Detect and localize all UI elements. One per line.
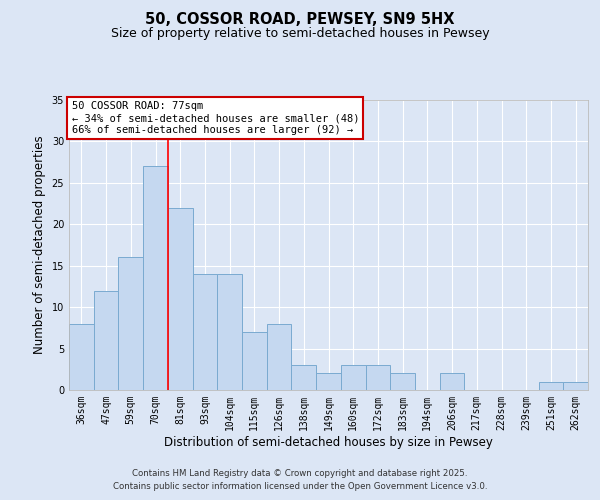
Bar	[193, 274, 217, 390]
Bar	[143, 166, 168, 390]
Bar	[316, 374, 341, 390]
Bar	[539, 382, 563, 390]
Bar	[365, 365, 390, 390]
Bar	[168, 208, 193, 390]
Bar	[118, 258, 143, 390]
Bar	[69, 324, 94, 390]
X-axis label: Distribution of semi-detached houses by size in Pewsey: Distribution of semi-detached houses by …	[164, 436, 493, 448]
Text: Size of property relative to semi-detached houses in Pewsey: Size of property relative to semi-detach…	[110, 28, 490, 40]
Bar	[390, 374, 415, 390]
Y-axis label: Number of semi-detached properties: Number of semi-detached properties	[33, 136, 46, 354]
Bar	[267, 324, 292, 390]
Bar	[563, 382, 588, 390]
Text: 50, COSSOR ROAD, PEWSEY, SN9 5HX: 50, COSSOR ROAD, PEWSEY, SN9 5HX	[145, 12, 455, 28]
Bar	[94, 290, 118, 390]
Text: 50 COSSOR ROAD: 77sqm
← 34% of semi-detached houses are smaller (48)
66% of semi: 50 COSSOR ROAD: 77sqm ← 34% of semi-deta…	[71, 102, 359, 134]
Bar	[217, 274, 242, 390]
Bar	[440, 374, 464, 390]
Bar	[242, 332, 267, 390]
Text: Contains public sector information licensed under the Open Government Licence v3: Contains public sector information licen…	[113, 482, 487, 491]
Bar	[292, 365, 316, 390]
Bar	[341, 365, 365, 390]
Text: Contains HM Land Registry data © Crown copyright and database right 2025.: Contains HM Land Registry data © Crown c…	[132, 468, 468, 477]
